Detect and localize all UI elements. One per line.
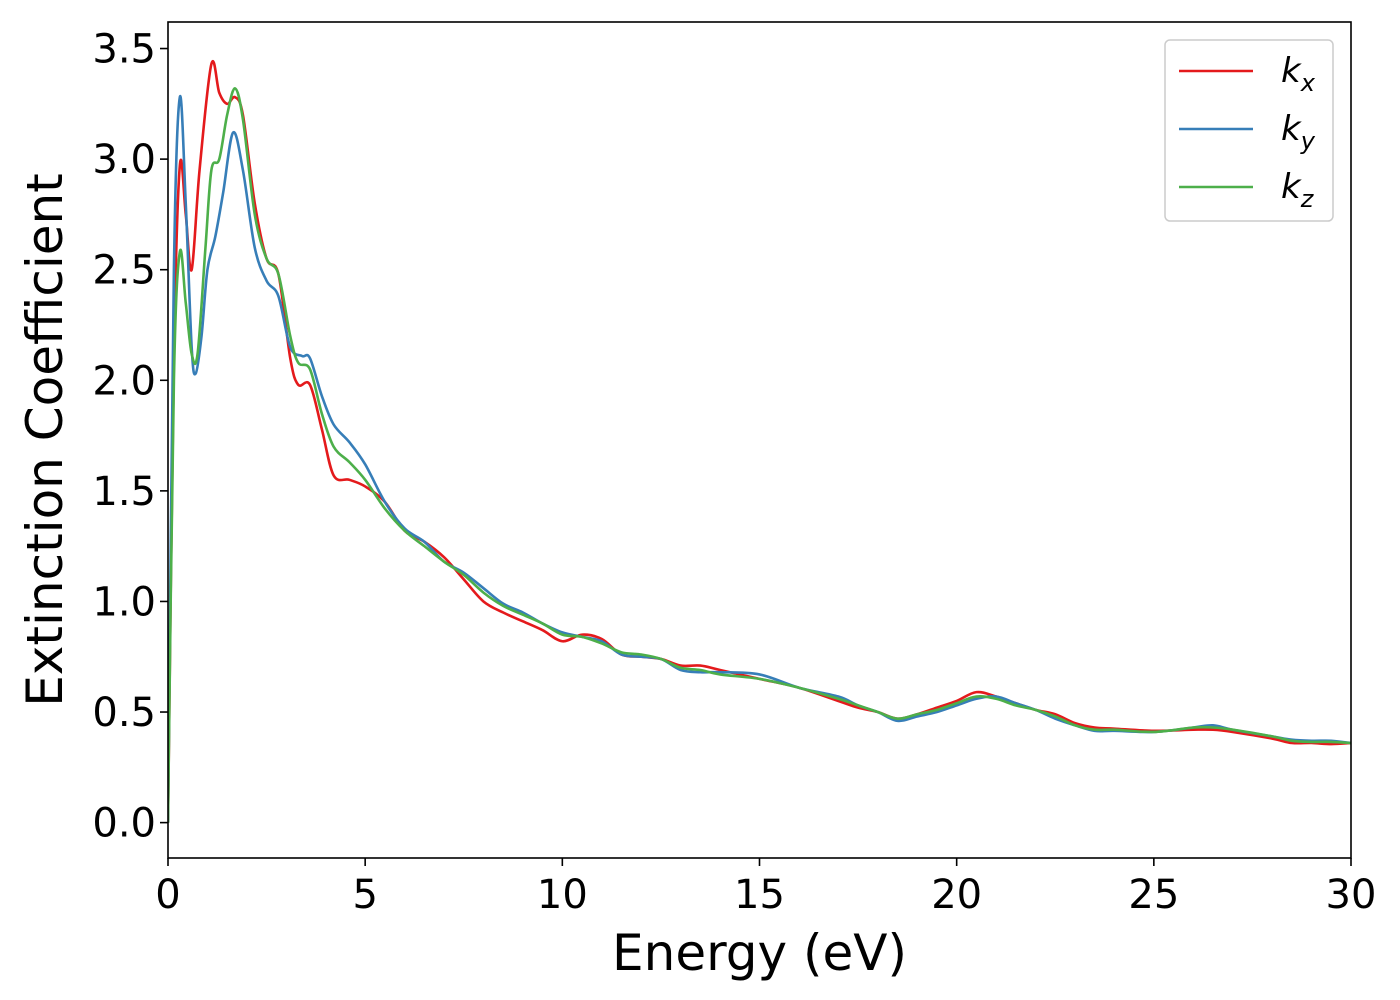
legend-label-base: k bbox=[1281, 51, 1302, 91]
y-tick-label: 1.5 bbox=[92, 469, 156, 515]
x-tick-label: 0 bbox=[155, 872, 180, 918]
y-tick-label: 2.5 bbox=[92, 248, 156, 294]
legend-label-kz: kz bbox=[1281, 167, 1315, 213]
legend-label-subscript: y bbox=[1300, 127, 1316, 155]
x-tick-label: 10 bbox=[537, 872, 588, 918]
legend-label-base: k bbox=[1281, 167, 1302, 207]
legend-label-kx: kx bbox=[1281, 51, 1316, 97]
y-tick-label: 0.5 bbox=[92, 690, 156, 736]
y-tick-label: 1.0 bbox=[92, 579, 156, 625]
series-line-kz bbox=[168, 87, 1351, 823]
legend-label-subscript: x bbox=[1300, 69, 1316, 97]
x-axis-title: Energy (eV) bbox=[612, 924, 907, 982]
y-tick-label: 2.0 bbox=[92, 358, 156, 404]
y-axis: 0.0 0.5 1.0 1.5 2.0 2.5 3.0 3.5 bbox=[92, 27, 168, 847]
legend-box bbox=[1164, 39, 1334, 222]
x-tick-label: 20 bbox=[931, 872, 982, 918]
legend-label-subscript: z bbox=[1300, 185, 1315, 213]
y-tick-label: 3.5 bbox=[92, 27, 156, 73]
y-tick-label: 3.0 bbox=[92, 137, 156, 183]
x-axis: 0 5 10 15 20 25 30 bbox=[155, 858, 1376, 918]
x-tick-label: 25 bbox=[1128, 872, 1179, 918]
legend-label-ky: ky bbox=[1281, 109, 1316, 155]
x-tick-label: 5 bbox=[352, 872, 377, 918]
legend-label-base: k bbox=[1281, 109, 1302, 149]
y-tick-label: 0.0 bbox=[92, 801, 156, 847]
x-tick-label: 30 bbox=[1326, 872, 1377, 918]
series-layer bbox=[168, 59, 1351, 823]
y-axis-title: Extinction Coefficient bbox=[16, 173, 74, 707]
x-tick-label: 15 bbox=[734, 872, 785, 918]
